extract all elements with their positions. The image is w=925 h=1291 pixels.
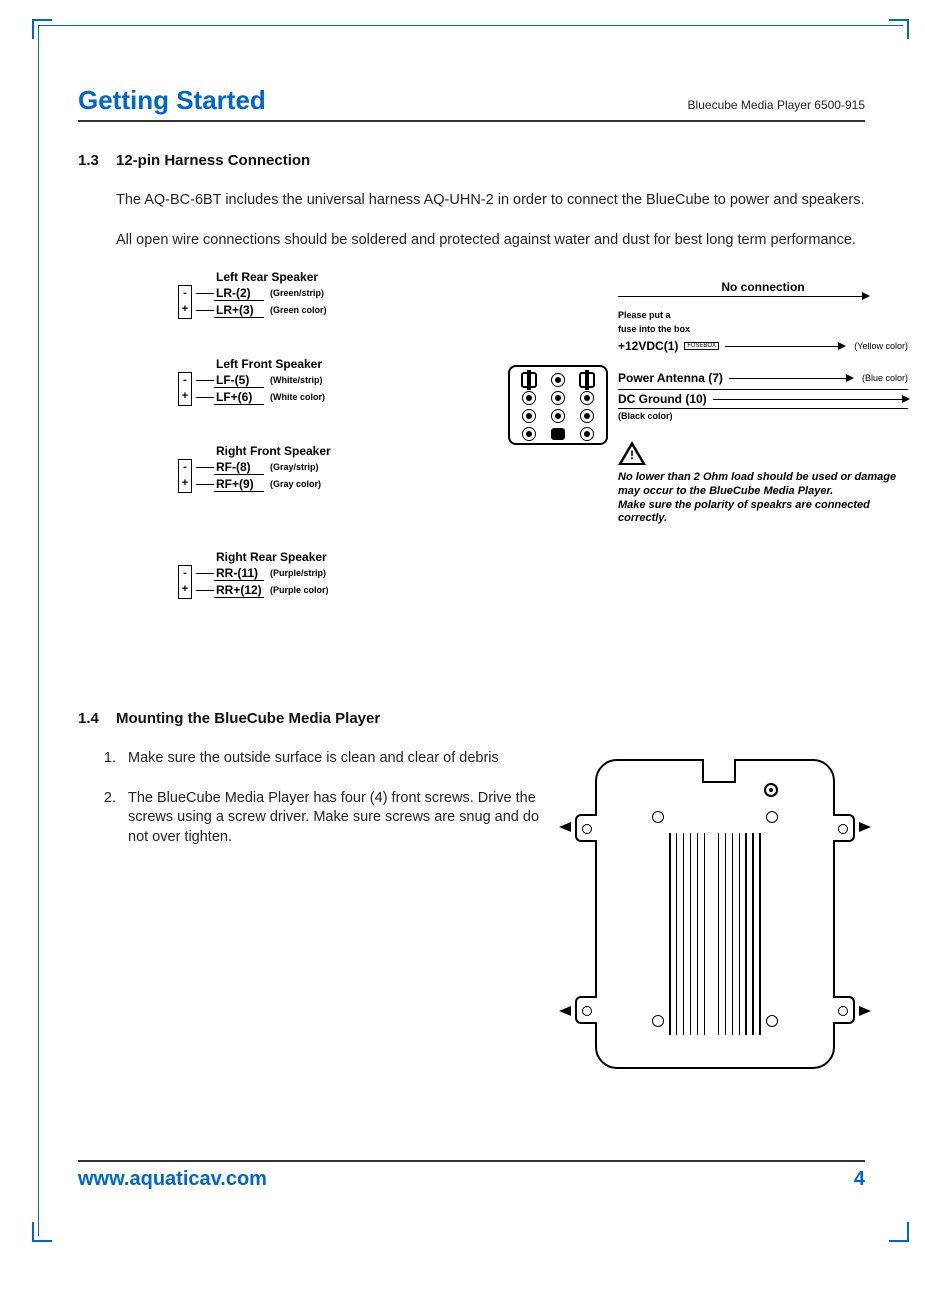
page-header: Getting Started Bluecube Media Player 65… [78, 85, 865, 122]
pin-label: LR-(2) [214, 286, 264, 301]
section-number: 1.3 [78, 152, 116, 169]
pin-label: LF+(6) [214, 390, 264, 405]
speaker-title: Right Rear Speaker [216, 550, 329, 564]
right-rear-speaker-group: Right Rear Speaker -+ RR-(11) (Purple/str… [178, 550, 329, 599]
fusebox-icon: FUSEBOX [684, 342, 719, 350]
wire-color: (Gray color) [270, 479, 321, 489]
page-number: 4 [854, 1168, 865, 1191]
pin-label: LR+(3) [214, 303, 264, 318]
speaker-title: Right Front Speaker [216, 444, 331, 458]
fuse-note: Please put a [618, 311, 908, 321]
arrow-icon [859, 822, 871, 832]
product-label: Bluecube Media Player 6500-915 [688, 98, 865, 112]
body-paragraph: All open wire connections should be sold… [116, 231, 865, 251]
step-item: The BlueCube Media Player has four (4) f… [120, 789, 545, 848]
wire-color: (White/strip) [270, 375, 323, 385]
page-title: Getting Started [78, 85, 266, 116]
pin-label: RR-(11) [214, 566, 264, 581]
arrow-icon [559, 822, 571, 832]
body-paragraph: The AQ-BC-6BT includes the universal har… [116, 191, 865, 211]
section-1-3-heading: 1.3 12-pin Harness Connection [78, 152, 865, 169]
speaker-title: Left Front Speaker [216, 357, 325, 371]
arrow-icon [559, 1006, 571, 1016]
harness-diagram: Left Rear Speaker -+ LR-(2) (Green/strip)… [178, 270, 865, 640]
connector-icon [508, 365, 608, 445]
left-front-speaker-group: Left Front Speaker -+ LF-(5) (White/strip… [178, 357, 325, 406]
page-footer: www.aquaticav.com 4 [78, 1160, 865, 1191]
polarity-box: -+ [178, 285, 192, 319]
section-title: 12-pin Harness Connection [116, 152, 310, 169]
wire-color: (Purple color) [270, 585, 329, 595]
pin-label: RF+(9) [214, 477, 264, 492]
page-content: Getting Started Bluecube Media Player 65… [78, 85, 865, 1176]
ground-label: DC Ground (10) [618, 392, 707, 406]
polarity-box: -+ [178, 565, 192, 599]
arrow-icon [859, 1006, 871, 1016]
left-rear-speaker-group: Left Rear Speaker -+ LR-(2) (Green/strip)… [178, 270, 327, 319]
right-front-speaker-group: Right Front Speaker -+ RF-(8) (Gray/strip… [178, 444, 331, 493]
wire-color: (White color) [270, 392, 325, 402]
polarity-box: -+ [178, 459, 192, 493]
wire-color: (Gray/strip) [270, 462, 319, 472]
pin-label: RR+(12) [214, 583, 264, 598]
mounting-steps: Make sure the outside surface is clean a… [120, 749, 545, 867]
wire-color: (Green color) [270, 305, 327, 315]
pin-label: LF-(5) [214, 373, 264, 388]
polarity-box: -+ [178, 372, 192, 406]
wire-color: (Green/strip) [270, 288, 324, 298]
wire-color: (Blue color) [862, 373, 908, 383]
warning-text: No lower than 2 Ohm load should be used … [618, 471, 908, 499]
speaker-title: Left Rear Speaker [216, 270, 327, 284]
vdc-label: +12VDC(1) [618, 339, 678, 353]
device-diagram [565, 749, 865, 1079]
fuse-note: fuse into the box [618, 325, 690, 335]
wire-color: (Purple/strip) [270, 568, 326, 578]
section-1-4-heading: 1.4 Mounting the BlueCube Media Player [78, 710, 865, 727]
section-title: Mounting the BlueCube Media Player [116, 710, 380, 727]
warning-icon: ! [618, 441, 646, 465]
wire-color: (Black color) [618, 411, 908, 421]
step-item: Make sure the outside surface is clean a… [120, 749, 545, 769]
antenna-label: Power Antenna (7) [618, 371, 723, 385]
footer-url: www.aquaticav.com [78, 1168, 267, 1191]
pin-label: RF-(8) [214, 460, 264, 475]
power-labels: No connection Please put a fuse into the… [618, 280, 908, 526]
wire-color: (Yellow color) [854, 341, 908, 351]
section-number: 1.4 [78, 710, 116, 727]
warning-text: Make sure the polarity of speakrs are co… [618, 499, 908, 527]
